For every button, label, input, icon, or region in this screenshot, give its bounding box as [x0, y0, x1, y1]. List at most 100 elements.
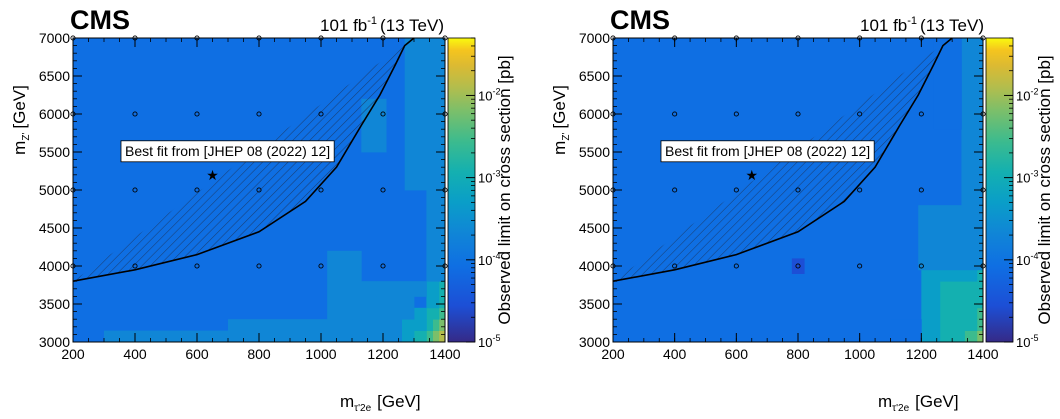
heatmap-cell	[426, 330, 433, 343]
z-tick-label: 10-5	[1016, 333, 1038, 350]
y-tick-label: 7000	[579, 30, 610, 46]
heatmap-cell	[426, 319, 433, 331]
mass-point	[132, 263, 138, 269]
z-tick-label: 10-4	[478, 251, 500, 268]
best-fit-star-icon: ★	[745, 167, 758, 183]
mass-point	[380, 263, 386, 269]
x-axis-title: mτ'2e [GeV]	[340, 392, 421, 414]
y-tick-label: 4500	[579, 220, 610, 236]
heatmap-cell	[791, 258, 805, 274]
heatmap-cell	[426, 307, 433, 320]
mass-point	[672, 187, 678, 193]
heatmap-cell	[228, 319, 322, 331]
x-tick-label: 1200	[906, 346, 937, 362]
lumi-label: 101 fb-1 (13 TeV)	[860, 15, 984, 35]
y-tick-label: 6500	[39, 68, 70, 84]
z-tick-label: 10-2	[1016, 86, 1038, 103]
mass-point	[256, 187, 262, 193]
color-scale: 10-2 10-3 10-4 10-5	[985, 37, 1038, 350]
mass-point	[857, 187, 863, 193]
heatmap-cell	[438, 319, 446, 331]
heatmap-cell	[414, 330, 421, 343]
x-tick-label: 600	[725, 346, 749, 362]
y-axis-title: mZ'[GeV]	[550, 85, 572, 155]
heatmap-cell	[321, 319, 353, 343]
heatmap-cell	[890, 319, 922, 343]
mass-point	[256, 111, 262, 117]
z-tick-label: 10-3	[478, 169, 500, 186]
mass-point	[318, 263, 324, 269]
mass-point	[733, 111, 739, 117]
x-tick-label: 600	[185, 346, 209, 362]
y-tick-label: 5000	[579, 182, 610, 198]
mass-point	[795, 187, 801, 193]
limit-contour	[72, 37, 415, 282]
y-tick-label: 3500	[39, 296, 70, 312]
x-tick-label: 800	[247, 346, 271, 362]
axes: 200 400 600 800 1000 1200 1400 3000 3500 4000 4500…	[579, 30, 999, 362]
mass-point	[918, 111, 924, 117]
mass-point	[672, 263, 678, 269]
heatmap-cell	[352, 319, 402, 343]
heatmap-cell	[438, 330, 446, 343]
heatmap-cell	[432, 330, 440, 343]
mass-point	[918, 187, 924, 193]
heatmap-cell	[961, 38, 984, 206]
y-tick-label: 3000	[39, 334, 70, 350]
axes: 200 400 600 800 1000 1200 1400 3000 3500 4000 4500…	[39, 30, 461, 362]
mass-point	[256, 263, 262, 269]
color-scale-bar	[986, 38, 1013, 342]
heatmap-cell	[964, 307, 978, 331]
z-tick-label: 10-4	[1016, 251, 1038, 268]
cms-label: CMS	[610, 5, 670, 35]
best-fit-label: Best fit from [JHEP 08 (2022) 12]	[125, 143, 330, 159]
mass-point	[795, 263, 801, 269]
x-tick-label: 200	[61, 346, 85, 362]
heatmap-cell	[964, 330, 978, 343]
heatmap-cell	[918, 205, 931, 271]
y-tick-label: 5000	[39, 182, 70, 198]
mass-point	[318, 187, 324, 193]
heatmap-cell	[401, 319, 415, 343]
best-fit: Best fit from [JHEP 08 (2022) 12] ★	[660, 140, 875, 183]
y-axis-title: mZ'[GeV]	[10, 85, 32, 155]
heatmap-cell	[432, 307, 440, 320]
mass-points	[610, 35, 986, 269]
x-tick-label: 1000	[844, 346, 875, 362]
x-axis-title: mτ'2e [GeV]	[878, 392, 959, 414]
mass-point	[380, 111, 386, 117]
x-tick-label: 1400	[429, 346, 460, 362]
best-fit-label-box	[120, 140, 335, 163]
panel-right: CMS 101 fb-1 (13 TeV) Best fit from [JHEP…	[550, 5, 1054, 414]
heatmap-cell	[438, 296, 446, 309]
mass-point	[380, 187, 386, 193]
y-tick-label: 6000	[39, 106, 70, 122]
heatmap-cell	[964, 281, 978, 309]
heatmap-cell	[952, 281, 965, 320]
heatmap-cell	[104, 330, 322, 343]
heatmap-cell	[327, 250, 362, 320]
z-tick-label: 10-2	[478, 86, 500, 103]
z-axis-title: Observed limit on cross section [pb]	[495, 55, 514, 324]
y-tick-label: 3500	[579, 296, 610, 312]
y-tick-label: 5500	[579, 144, 610, 160]
heatmap-cell	[376, 281, 427, 297]
x-tick-label: 1200	[367, 346, 398, 362]
y-tick-label: 4500	[39, 220, 70, 236]
cms-label: CMS	[70, 5, 130, 35]
mass-point	[918, 263, 924, 269]
mass-point	[672, 111, 678, 117]
lumi-label: 101 fb-1 (13 TeV)	[320, 15, 444, 35]
best-fit: Best fit from [JHEP 08 (2022) 12] ★	[120, 140, 335, 183]
y-tick-label: 7000	[39, 30, 70, 46]
heatmap-cell	[939, 269, 978, 282]
mass-point	[318, 111, 324, 117]
heatmap-cell	[432, 319, 440, 331]
mass-point	[795, 111, 801, 117]
mass-point	[857, 263, 863, 269]
best-fit-label-box	[660, 140, 875, 163]
mass-point	[132, 111, 138, 117]
heatmap-cell	[952, 319, 965, 343]
mass-point	[194, 263, 200, 269]
